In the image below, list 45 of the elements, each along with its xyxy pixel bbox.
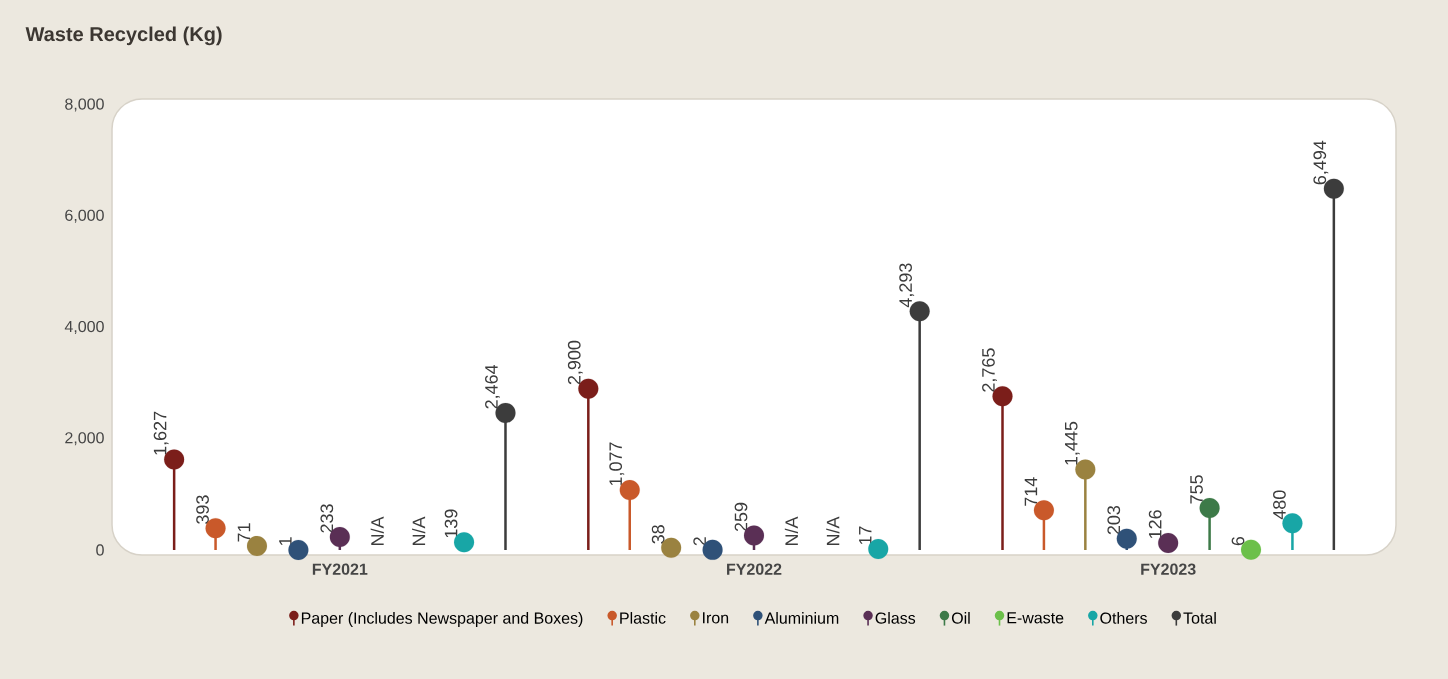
legend-label: Paper (Includes Newspaper and Boxes) [301,612,583,627]
data-label: 17 [859,526,872,545]
y-tick-label: 4,000 [64,320,104,335]
text: N/A [784,516,799,545]
data-label: 233 [320,504,334,533]
data-label: 71 [237,523,251,542]
y-tick-label: 0 [96,544,104,556]
data-label: 4,293 [899,263,915,308]
data-label: 126 [1148,510,1162,539]
data-label: 259 [734,502,748,532]
data-label: 393 [196,495,209,524]
data-label: 480 [1273,490,1286,520]
legend-label: Iron [703,612,729,624]
legend-label: E-waste [1007,612,1064,624]
text: N/A [412,516,426,545]
chart-title: Waste Recycled (Kg) [25,26,222,46]
data-label: 714 [1024,477,1038,506]
data-label: 2,765 [982,348,997,392]
data-label: 1,445 [1064,421,1080,465]
x-tick-label: FY2023 [1141,563,1196,575]
data-label: 755 [1190,475,1203,504]
text: N/A [370,516,384,545]
data-label: 1,627 [153,411,169,455]
data-label: 6,494 [1313,140,1329,185]
x-tick-label: FY2022 [727,563,782,575]
x-tick-label: FY2021 [312,563,368,575]
y-tick-label: 6,000 [65,209,104,223]
data-label: 2 [693,537,706,546]
legend-label: Others [1100,612,1147,624]
legend-label: Aluminium [764,612,839,624]
legend-label: Total [1183,612,1216,624]
y-tick-label: 2,000 [65,432,104,446]
data-label: 2,464 [485,364,500,409]
legend-label: Plastic [620,612,666,624]
legend-label: Glass [875,612,916,624]
data-label: 1 [279,537,292,546]
data-label: 6 [1231,536,1245,546]
legend-label: Oil [951,612,970,624]
data-label: 203 [1107,505,1121,535]
data-label: 38 [651,525,665,544]
text: N/A [826,516,840,545]
data-label: 2,900 [567,340,583,385]
data-label: 1,077 [609,442,625,486]
data-label: 139 [444,509,458,538]
y-tick-label: 8,000 [65,98,104,112]
